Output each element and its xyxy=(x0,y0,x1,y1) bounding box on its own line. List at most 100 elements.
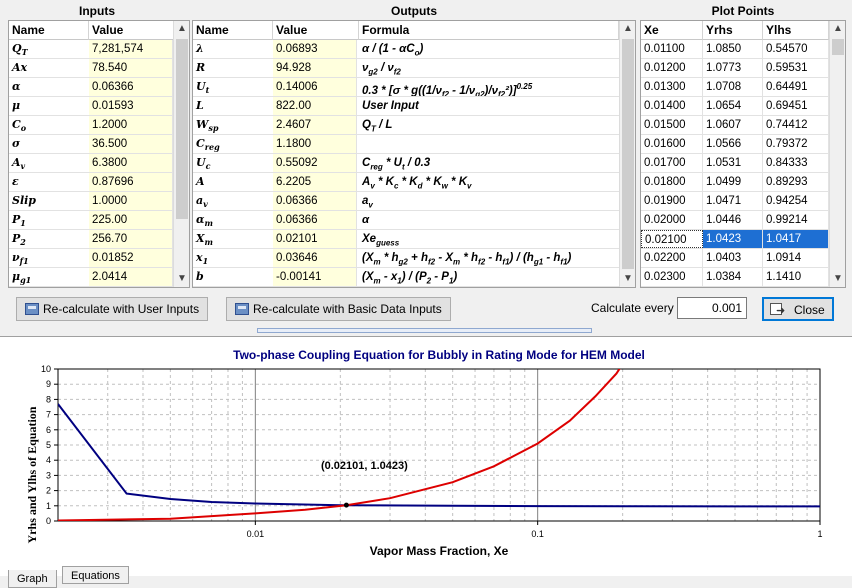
plot-cell[interactable]: 0.89293 xyxy=(763,173,829,191)
plot-col-xe[interactable]: Xe xyxy=(641,21,703,40)
scroll-down-icon[interactable]: ▼ xyxy=(623,273,633,284)
table-row[interactable]: Wsp 2.4607 QT / L xyxy=(193,116,619,135)
input-value-cell[interactable]: 7,281,574 xyxy=(89,40,173,58)
input-value-cell[interactable]: 0.01852 xyxy=(89,249,173,267)
output-value-cell[interactable]: 0.55092 xyxy=(273,154,357,172)
table-row[interactable]: σ 36.500 xyxy=(9,135,173,154)
outputs-col-value[interactable]: Value xyxy=(273,21,359,40)
plot-cell[interactable]: 0.01900 xyxy=(641,192,703,210)
table-row[interactable]: 0.01700 1.0531 0.84333 xyxy=(641,154,829,173)
plot-scrollbar[interactable]: ▲ ▼ xyxy=(829,21,845,287)
plot-col-ylhs[interactable]: Ylhs xyxy=(763,21,829,40)
table-row[interactable]: 0.02300 1.0384 1.1410 xyxy=(641,268,829,287)
outputs-col-formula[interactable]: Formula xyxy=(359,21,619,40)
table-row[interactable]: λ 0.06893 α / (1 - αCo) xyxy=(193,40,619,59)
table-row[interactable]: 0.01200 1.0773 0.59531 xyxy=(641,59,829,78)
table-row[interactable]: αm 0.06366 α xyxy=(193,211,619,230)
table-row[interactable]: QT 7,281,574 xyxy=(9,40,173,59)
table-row[interactable]: x1 0.03646 (Xm * hg2 + hf2 - Xm * hf2 - hf… xyxy=(193,249,619,268)
table-row[interactable]: av 0.06366 av xyxy=(193,192,619,211)
plot-cell[interactable]: 1.0471 xyxy=(703,192,763,210)
plot-cell[interactable]: 1.0417 xyxy=(763,230,829,248)
table-row[interactable]: μg1 2.0414 xyxy=(9,268,173,287)
output-value-cell[interactable]: 0.03646 xyxy=(273,249,357,267)
input-value-cell[interactable]: 225.00 xyxy=(89,211,173,229)
outputs-col-name[interactable]: Name xyxy=(193,21,273,40)
plot-cell[interactable]: 0.01700 xyxy=(641,154,703,172)
table-row[interactable]: ε 0.87696 xyxy=(9,173,173,192)
plot-cell[interactable]: 1.0499 xyxy=(703,173,763,191)
table-row[interactable]: 0.02200 1.0403 1.0914 xyxy=(641,249,829,268)
input-value-cell[interactable]: 6.3800 xyxy=(89,154,173,172)
table-row[interactable]: μ 0.01593 xyxy=(9,97,173,116)
plot-cell[interactable]: 0.79372 xyxy=(763,135,829,153)
table-row[interactable]: R 94.928 νg2 / νf2 xyxy=(193,59,619,78)
table-row[interactable]: Slip 1.0000 xyxy=(9,192,173,211)
output-value-cell[interactable]: 0.02101 xyxy=(273,230,357,248)
plot-cell[interactable]: 0.99214 xyxy=(763,211,829,229)
inputs-col-value[interactable]: Value xyxy=(89,21,175,40)
plot-cell[interactable]: 1.0654 xyxy=(703,97,763,115)
plot-cell[interactable]: 0.59531 xyxy=(763,59,829,77)
table-row[interactable]: 0.01500 1.0607 0.74412 xyxy=(641,116,829,135)
table-row[interactable]: νf1 0.01852 xyxy=(9,249,173,268)
output-value-cell[interactable]: 0.06893 xyxy=(273,40,357,58)
plot-cell[interactable]: 1.0531 xyxy=(703,154,763,172)
plot-cell[interactable]: 0.64491 xyxy=(763,78,829,96)
plot-cell[interactable]: 1.0607 xyxy=(703,116,763,134)
input-value-cell[interactable]: 1.2000 xyxy=(89,116,173,134)
plot-cell[interactable]: 1.0914 xyxy=(763,249,829,267)
output-value-cell[interactable]: 1.1800 xyxy=(273,135,357,153)
plot-cell[interactable]: 0.01600 xyxy=(641,135,703,153)
output-value-cell[interactable]: 0.14006 xyxy=(273,78,357,96)
plot-cell[interactable]: 0.01400 xyxy=(641,97,703,115)
table-row[interactable]: 0.02000 1.0446 0.99214 xyxy=(641,211,829,230)
output-value-cell[interactable]: 0.06366 xyxy=(273,192,357,210)
plot-cell[interactable]: 1.0773 xyxy=(703,59,763,77)
tab-graph[interactable]: Graph xyxy=(8,570,57,588)
plot-col-yrhs[interactable]: Yrhs xyxy=(703,21,763,40)
outputs-grid[interactable]: Name Value Formula λ 0.06893 α / (1 - αCo)… xyxy=(192,20,636,288)
table-row[interactable]: 0.01400 1.0654 0.69451 xyxy=(641,97,829,116)
table-row[interactable]: 0.01300 1.0708 0.64491 xyxy=(641,78,829,97)
inputs-col-name[interactable]: Name xyxy=(9,21,89,40)
table-row[interactable]: 0.01800 1.0499 0.89293 xyxy=(641,173,829,192)
tab-equations[interactable]: Equations xyxy=(62,566,129,584)
table-row[interactable]: α 0.06366 xyxy=(9,78,173,97)
plot-cell[interactable]: 0.02300 xyxy=(641,268,703,286)
input-value-cell[interactable]: 1.0000 xyxy=(89,192,173,210)
input-value-cell[interactable]: 0.01593 xyxy=(89,97,173,115)
table-row[interactable]: 0.02100 1.0423 1.0417 xyxy=(641,230,829,249)
plot-cell[interactable]: 0.01800 xyxy=(641,173,703,191)
scroll-up-icon[interactable]: ▲ xyxy=(177,23,187,34)
table-row[interactable]: Uc 0.55092 Creg * Ut / 0.3 xyxy=(193,154,619,173)
plot-cell[interactable]: 1.0423 xyxy=(703,230,763,248)
calc-every-input[interactable]: 0.001 xyxy=(677,297,747,319)
input-value-cell[interactable]: 36.500 xyxy=(89,135,173,153)
scroll-down-icon[interactable]: ▼ xyxy=(177,273,187,284)
plot-cell[interactable]: 0.01500 xyxy=(641,116,703,134)
table-row[interactable]: P1 225.00 xyxy=(9,211,173,230)
table-row[interactable]: A 6.2205 Av * Kc * Kd * Kw * Kv xyxy=(193,173,619,192)
plot-cell[interactable]: 1.0708 xyxy=(703,78,763,96)
table-row[interactable]: Xm 0.02101 Xeguess xyxy=(193,230,619,249)
scrollbar-thumb[interactable] xyxy=(176,39,188,219)
plot-cell[interactable]: 0.94254 xyxy=(763,192,829,210)
plot-cell[interactable]: 0.01300 xyxy=(641,78,703,96)
output-value-cell[interactable]: -0.00141 xyxy=(273,268,357,286)
table-row[interactable]: Creg 1.1800 xyxy=(193,135,619,154)
close-button[interactable]: ➜ Close xyxy=(762,297,834,321)
splitter-handle[interactable] xyxy=(257,328,592,333)
table-row[interactable]: 0.01600 1.0566 0.79372 xyxy=(641,135,829,154)
plot-cell[interactable]: 0.69451 xyxy=(763,97,829,115)
plot-cell[interactable]: 1.0850 xyxy=(703,40,763,58)
table-row[interactable]: Co 1.2000 xyxy=(9,116,173,135)
input-value-cell[interactable]: 0.06366 xyxy=(89,78,173,96)
plot-cell[interactable]: 0.01200 xyxy=(641,59,703,77)
plot-cell[interactable]: 0.02000 xyxy=(641,211,703,229)
table-row[interactable]: b -0.00141 (Xm - x1) / (P2 - P1) xyxy=(193,268,619,287)
table-row[interactable]: Av 6.3800 xyxy=(9,154,173,173)
output-value-cell[interactable]: 2.4607 xyxy=(273,116,357,134)
recalc-user-inputs-button[interactable]: Re-calculate with User Inputs xyxy=(16,297,209,321)
recalc-basic-data-button[interactable]: Re-calculate with Basic Data Inputs xyxy=(226,297,451,321)
